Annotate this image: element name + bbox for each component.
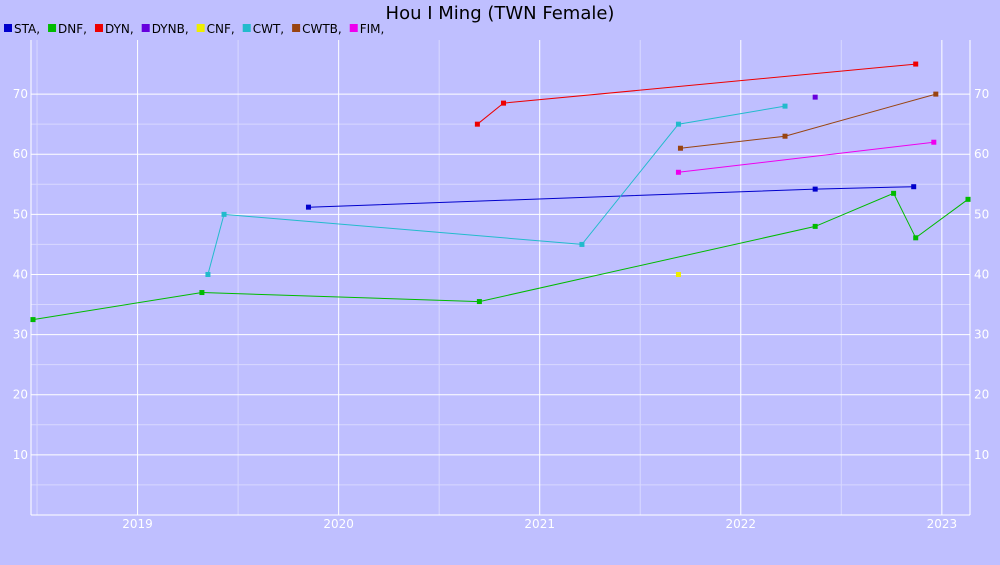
legend-swatch xyxy=(349,24,358,32)
data-point xyxy=(205,271,211,277)
data-point xyxy=(476,299,482,305)
x-tick-label: 2019 xyxy=(122,517,153,531)
y-tick-label-left: 20 xyxy=(13,388,28,402)
legend-swatch xyxy=(141,24,150,32)
y-tick-label-right: 50 xyxy=(974,207,989,221)
legend-entry: FIM, xyxy=(360,22,385,36)
data-point xyxy=(812,94,818,100)
legend: STA, DNF, DYN, DYNB, CNF, CWT, CWTB, FIM, xyxy=(4,22,384,36)
y-tick-label-right: 40 xyxy=(974,267,989,281)
y-tick-label-right: 70 xyxy=(974,87,989,101)
y-tick-label-right: 30 xyxy=(974,328,989,342)
series-line xyxy=(680,93,936,149)
legend-swatch xyxy=(48,24,57,32)
series-line xyxy=(678,141,934,173)
chart-title: Hou I Ming (TWN Female) xyxy=(386,3,615,24)
data-point xyxy=(812,186,818,192)
legend-entry: DYNB, xyxy=(152,22,189,36)
data-point xyxy=(675,121,681,127)
data-point xyxy=(782,133,788,139)
data-point xyxy=(305,204,311,210)
data-point xyxy=(501,100,507,106)
series-line xyxy=(308,186,914,208)
series-line xyxy=(207,105,786,275)
x-tick-label: 2022 xyxy=(726,517,757,531)
grid xyxy=(31,40,970,515)
y-tick-label-left: 10 xyxy=(13,448,28,462)
legend-entry: DNF, xyxy=(58,22,87,36)
data-point xyxy=(913,235,919,241)
legend-entry: CNF, xyxy=(207,22,235,36)
data-point xyxy=(812,223,818,229)
legend-swatch xyxy=(94,24,103,32)
x-tick-label: 2020 xyxy=(323,517,354,531)
data-point xyxy=(913,61,919,67)
legend-entry: CWT, xyxy=(253,22,284,36)
data-point xyxy=(579,241,585,247)
y-tick-label-left: 70 xyxy=(13,87,28,101)
data-point xyxy=(911,184,917,190)
legend-entry: STA, xyxy=(14,22,40,36)
data-point xyxy=(891,190,897,196)
y-tick-label-left: 60 xyxy=(13,147,28,161)
legend-swatch xyxy=(196,24,205,32)
legend-entry: DYN, xyxy=(105,22,134,36)
data-point xyxy=(675,169,681,175)
data-point xyxy=(933,91,939,97)
x-tick-label: 2023 xyxy=(927,517,958,531)
data-point xyxy=(675,271,681,277)
data-point xyxy=(931,139,937,145)
data-point xyxy=(199,290,205,296)
legend-entry: CWTB, xyxy=(302,22,342,36)
x-tick-label: 2021 xyxy=(524,517,555,531)
data-point xyxy=(782,103,788,109)
y-tick-label-right: 20 xyxy=(974,388,989,402)
data-point xyxy=(474,121,480,127)
legend-swatch xyxy=(242,24,251,32)
legend-swatch xyxy=(4,24,12,32)
y-tick-label-left: 50 xyxy=(13,207,28,221)
legend-swatch xyxy=(292,24,301,32)
series-line xyxy=(32,192,969,321)
y-tick-label-right: 60 xyxy=(974,147,989,161)
data-point xyxy=(965,196,971,202)
plot-area xyxy=(30,61,971,323)
data-point xyxy=(677,145,683,151)
y-tick-label-left: 30 xyxy=(13,328,28,342)
y-tick-label-right: 10 xyxy=(974,448,989,462)
data-point xyxy=(221,211,227,217)
y-tick-label-left: 40 xyxy=(13,267,28,281)
data-point xyxy=(30,317,36,323)
